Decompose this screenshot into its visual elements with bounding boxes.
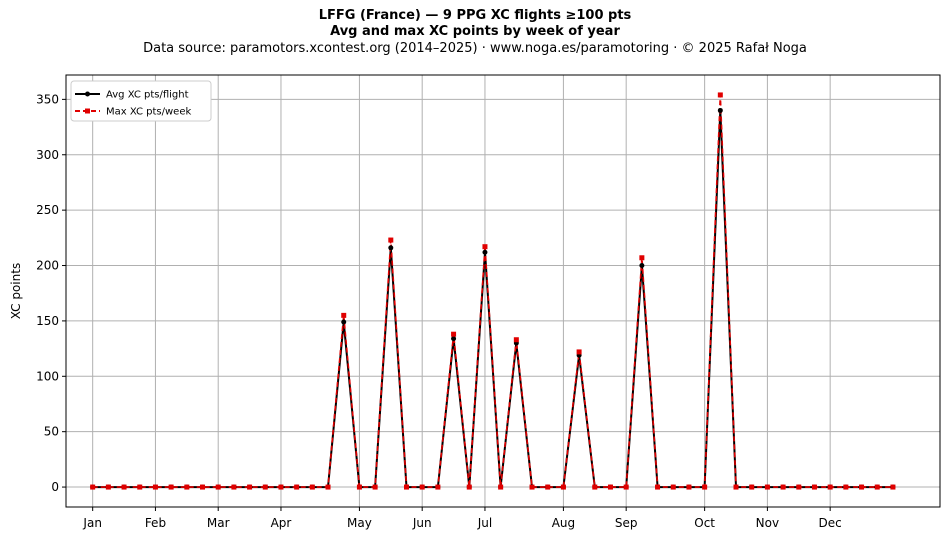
legend-marker — [85, 108, 90, 114]
max-point — [372, 484, 378, 490]
max-point — [655, 484, 661, 490]
chart-title: LFFG (France) — 9 PPG XC flights ≥100 pt… — [318, 8, 632, 23]
max-point — [623, 484, 629, 490]
max-point — [294, 484, 300, 490]
avg-point — [482, 249, 488, 255]
max-point — [639, 255, 645, 261]
max-point — [90, 484, 96, 490]
y-tick-label: 250 — [36, 203, 59, 217]
avg-point — [717, 107, 723, 113]
series-markers — [90, 92, 896, 490]
max-point — [278, 484, 284, 490]
y-tick-label: 0 — [51, 480, 59, 494]
avg-point — [451, 336, 457, 342]
max-point — [482, 244, 488, 250]
max-point — [796, 484, 802, 490]
max-point — [466, 484, 472, 490]
max-point — [733, 484, 739, 490]
max-point — [686, 484, 692, 490]
x-tick-label: Nov — [756, 516, 779, 530]
y-tick-label: 50 — [44, 425, 59, 439]
max-point — [325, 484, 331, 490]
plot-frame — [65, 74, 941, 508]
max-point — [545, 484, 551, 490]
max-point — [529, 484, 535, 490]
max-point — [388, 237, 394, 243]
max-point — [451, 331, 457, 337]
x-tick-label: Jul — [477, 516, 492, 530]
max-point — [843, 484, 849, 490]
chart-titles: LFFG (France) — 9 PPG XC flights ≥100 pt… — [0, 8, 950, 58]
series-lines — [92, 94, 893, 489]
avg-point — [341, 319, 347, 325]
max-point — [498, 484, 504, 490]
max-point — [152, 484, 158, 490]
max-point — [513, 337, 519, 343]
x-tick-label: Dec — [819, 516, 842, 530]
x-axis-ticks: Jan Feb Mar Apr May Jun Jul Aug Sep Oct Nov Dec — [82, 507, 842, 530]
legend-label: Avg XC pts/flight — [106, 90, 189, 101]
max-point — [592, 484, 598, 490]
x-tick-label: Oct — [694, 516, 715, 530]
series-line-max — [92, 94, 893, 488]
x-tick-label: May — [347, 516, 372, 530]
chart-source-note: Data source: paramotors.xcontest.org (20… — [143, 41, 807, 56]
x-tick-label: Jun — [412, 516, 432, 530]
max-point — [859, 484, 865, 490]
max-point — [717, 92, 723, 98]
max-point — [780, 484, 786, 490]
max-point — [419, 484, 425, 490]
y-tick-label: 150 — [36, 314, 59, 328]
max-point — [764, 484, 770, 490]
y-tick-label: 200 — [36, 259, 59, 273]
max-point — [403, 484, 409, 490]
max-point — [215, 484, 221, 490]
legend-label: Max XC pts/week — [106, 107, 191, 118]
max-point — [231, 484, 237, 490]
max-point — [341, 312, 347, 318]
avg-point — [639, 263, 645, 269]
y-tick-label: 350 — [36, 92, 59, 106]
y-tick-label: 100 — [36, 369, 59, 383]
max-point — [874, 484, 880, 490]
max-point — [890, 484, 896, 490]
max-point — [811, 484, 817, 490]
max-point — [356, 484, 362, 490]
x-tick-label: Feb — [145, 516, 166, 530]
max-point — [576, 349, 582, 355]
x-tick-label: Sep — [615, 516, 638, 530]
max-point — [702, 484, 708, 490]
y-axis-label: XC points — [9, 263, 23, 319]
x-tick-label: Apr — [271, 516, 292, 530]
grid — [66, 75, 940, 507]
x-tick-label: Aug — [552, 516, 575, 530]
max-point — [827, 484, 833, 490]
x-tick-label: Jan — [82, 516, 102, 530]
legend: Avg XC pts/flight Max XC pts/week — [70, 80, 212, 122]
max-point — [749, 484, 755, 490]
max-point — [168, 484, 174, 490]
max-point — [247, 484, 253, 490]
max-point — [200, 484, 206, 490]
max-point — [262, 484, 268, 490]
max-point — [560, 484, 566, 490]
max-point — [309, 484, 315, 490]
avg-point — [388, 245, 394, 251]
max-point — [105, 484, 111, 490]
x-tick-label: Mar — [207, 516, 230, 530]
legend-marker — [85, 91, 90, 97]
max-point — [137, 484, 143, 490]
legend-box — [70, 80, 212, 122]
series-line-avg — [92, 109, 893, 489]
chart-subtitle: Avg and max XC points by week of year — [330, 24, 620, 39]
y-axis-ticks: 0 50 100 150 200 250 300 350 — [36, 92, 66, 494]
y-tick-label: 300 — [36, 148, 59, 162]
max-point — [435, 484, 441, 490]
max-point — [184, 484, 190, 490]
max-point — [670, 484, 676, 490]
max-point — [607, 484, 613, 490]
max-point — [121, 484, 127, 490]
